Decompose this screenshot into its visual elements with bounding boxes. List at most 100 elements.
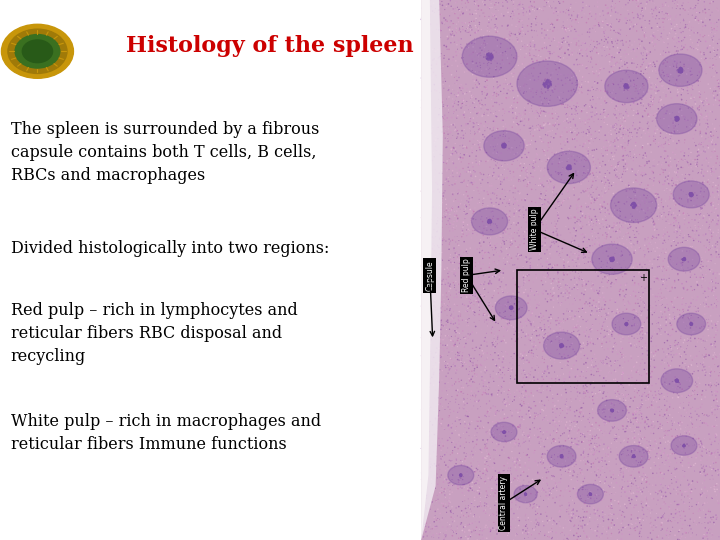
Point xyxy=(534,519,545,528)
Point xyxy=(607,255,618,264)
Point xyxy=(639,260,651,269)
Point xyxy=(697,221,708,230)
Point xyxy=(525,368,536,376)
Point xyxy=(508,457,519,466)
Point xyxy=(714,161,720,170)
Point xyxy=(611,78,622,86)
Point xyxy=(639,433,650,442)
Point xyxy=(673,68,685,76)
Point xyxy=(576,503,588,512)
Point xyxy=(498,143,510,152)
Point xyxy=(685,320,696,329)
Point xyxy=(563,429,575,437)
Point xyxy=(587,392,598,401)
Point xyxy=(584,489,595,497)
Point xyxy=(501,199,513,207)
Point xyxy=(497,141,508,150)
Point xyxy=(544,50,556,59)
Point xyxy=(438,424,450,433)
Point xyxy=(653,66,665,75)
Point xyxy=(690,162,702,171)
Point xyxy=(673,454,685,463)
Point xyxy=(542,332,554,340)
Point xyxy=(492,174,504,183)
Point xyxy=(681,70,693,78)
Point xyxy=(593,301,605,309)
Point xyxy=(501,173,513,182)
Point xyxy=(685,242,696,251)
Point xyxy=(520,173,531,182)
Point xyxy=(483,218,495,227)
Point xyxy=(631,320,643,328)
Point xyxy=(580,473,591,482)
Point xyxy=(438,51,450,60)
Point xyxy=(475,325,487,333)
Point xyxy=(472,404,484,413)
Point xyxy=(539,43,550,52)
Point xyxy=(629,125,641,133)
Point xyxy=(521,321,533,330)
Point xyxy=(663,274,675,282)
Point xyxy=(712,174,720,183)
Point xyxy=(472,49,483,58)
Point xyxy=(557,341,569,349)
Point xyxy=(448,268,459,277)
Point xyxy=(657,180,669,189)
Point xyxy=(662,336,673,345)
Point xyxy=(492,6,504,15)
Point xyxy=(631,44,643,53)
Point xyxy=(430,515,441,523)
Point xyxy=(485,23,496,32)
Point xyxy=(430,306,441,314)
Point xyxy=(455,433,467,442)
Point xyxy=(662,300,673,309)
Point xyxy=(432,45,444,54)
Point xyxy=(496,139,508,147)
Point xyxy=(513,131,525,140)
Point xyxy=(487,90,498,99)
Point xyxy=(688,367,700,376)
Point xyxy=(588,383,600,391)
Point xyxy=(672,376,684,385)
Point xyxy=(591,93,603,102)
Point xyxy=(652,19,663,28)
Point xyxy=(674,194,685,202)
Point xyxy=(472,52,484,60)
Point xyxy=(680,423,691,432)
Point xyxy=(477,246,488,254)
Point xyxy=(676,392,688,400)
Point xyxy=(671,117,683,125)
Point xyxy=(528,51,540,60)
Point xyxy=(562,162,573,171)
Point xyxy=(496,285,508,294)
Point xyxy=(606,67,618,76)
Point xyxy=(438,14,450,22)
Point xyxy=(527,475,539,484)
Point xyxy=(629,272,640,281)
Point xyxy=(684,190,696,198)
Point xyxy=(475,179,487,187)
Point xyxy=(580,332,591,340)
Point xyxy=(635,24,647,32)
Point xyxy=(685,189,696,198)
Point xyxy=(670,490,682,498)
Point xyxy=(536,89,548,98)
Point xyxy=(604,393,616,401)
Point xyxy=(606,8,618,16)
Point xyxy=(696,104,708,112)
Point xyxy=(574,192,585,201)
Point xyxy=(420,359,432,367)
Point xyxy=(615,383,626,391)
Point xyxy=(608,178,619,187)
Point xyxy=(430,296,441,305)
Point xyxy=(557,340,568,349)
Point xyxy=(503,44,514,53)
Point xyxy=(526,172,538,181)
Point xyxy=(574,178,585,186)
Point xyxy=(510,529,522,538)
Point xyxy=(695,209,706,218)
Point xyxy=(512,351,523,360)
Point xyxy=(545,125,557,134)
Point xyxy=(699,410,711,419)
Point xyxy=(673,500,685,509)
